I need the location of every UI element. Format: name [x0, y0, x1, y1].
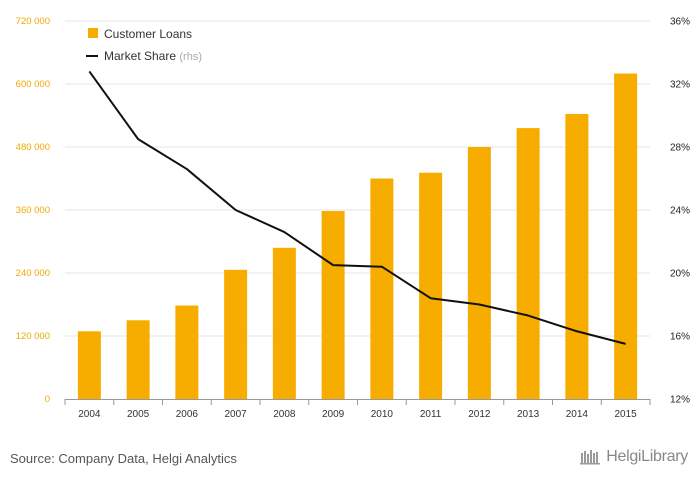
brand-logo[interactable]: HelgiLibrary [580, 448, 688, 466]
legend-swatch-customer-loans [88, 28, 98, 38]
x-tick-label: 2005 [127, 409, 150, 420]
left-tick-label: 720 000 [16, 16, 50, 27]
bar-2008 [272, 247, 296, 399]
bar-2014 [565, 113, 589, 400]
left-tick-label: 360 000 [16, 205, 50, 216]
x-tick-label: 2004 [78, 409, 101, 420]
gridlines [65, 20, 650, 337]
x-axis-ticks: 2004 2005 2006 2007 2008 2009 2010 2011 2012 2013… [64, 399, 651, 420]
bar-2015 [614, 73, 638, 399]
bar-2006 [175, 305, 199, 399]
right-tick-label: 36% [670, 17, 690, 28]
source-note: Source: Company Data, Helgi Analytics [10, 451, 237, 466]
right-tick-label: 32% [670, 80, 690, 91]
bar-2009 [321, 211, 345, 399]
bar-2013 [516, 128, 540, 399]
bar-2007 [224, 269, 248, 399]
x-tick-label: 2008 [273, 409, 296, 420]
right-tick-label: 24% [670, 206, 690, 217]
right-tick-label: 20% [670, 269, 690, 280]
left-tick-label: 120 000 [16, 331, 50, 342]
left-tick-label: 240 000 [16, 268, 50, 279]
library-icon [580, 450, 601, 465]
left-axis-ticks: 0 120 000 240 000 360 000 480 000 600 000 720 … [16, 16, 50, 405]
right-axis-ticks: 12% 16% 20% 24% 28% 32% 36% [670, 17, 690, 406]
bar-2011 [419, 172, 443, 399]
legend-label-market-share: Market Share (rhs) [104, 49, 202, 63]
line-series [88, 70, 626, 345]
x-tick-label: 2010 [371, 409, 394, 420]
market-share-line [88, 70, 626, 345]
bar-series [77, 73, 638, 400]
chart: 0 120 000 240 000 360 000 480 000 600 000 720 … [16, 16, 690, 420]
bar-2004 [77, 331, 101, 399]
x-tick-label: 2012 [468, 409, 491, 420]
brand-text: HelgiLibrary [606, 448, 688, 465]
x-tick-label: 2011 [420, 409, 442, 420]
x-tick-label: 2007 [225, 409, 248, 420]
x-tick-label: 2013 [517, 409, 540, 420]
bar-2010 [370, 178, 394, 399]
right-tick-label: 28% [670, 143, 690, 154]
left-tick-label: 600 000 [16, 79, 50, 90]
right-tick-label: 16% [670, 332, 690, 343]
left-tick-label: 0 [45, 394, 50, 405]
x-tick-label: 2014 [566, 409, 589, 420]
bar-2012 [467, 147, 491, 399]
right-tick-label: 12% [670, 395, 690, 406]
legend-label-customer-loans: Customer Loans [104, 27, 192, 41]
x-tick-label: 2006 [176, 409, 199, 420]
left-tick-label: 480 000 [16, 142, 50, 153]
legend: Customer Loans Market Share (rhs) [86, 27, 202, 63]
x-tick-label: 2015 [615, 409, 638, 420]
x-tick-label: 2009 [322, 409, 345, 420]
bar-2005 [126, 320, 150, 399]
